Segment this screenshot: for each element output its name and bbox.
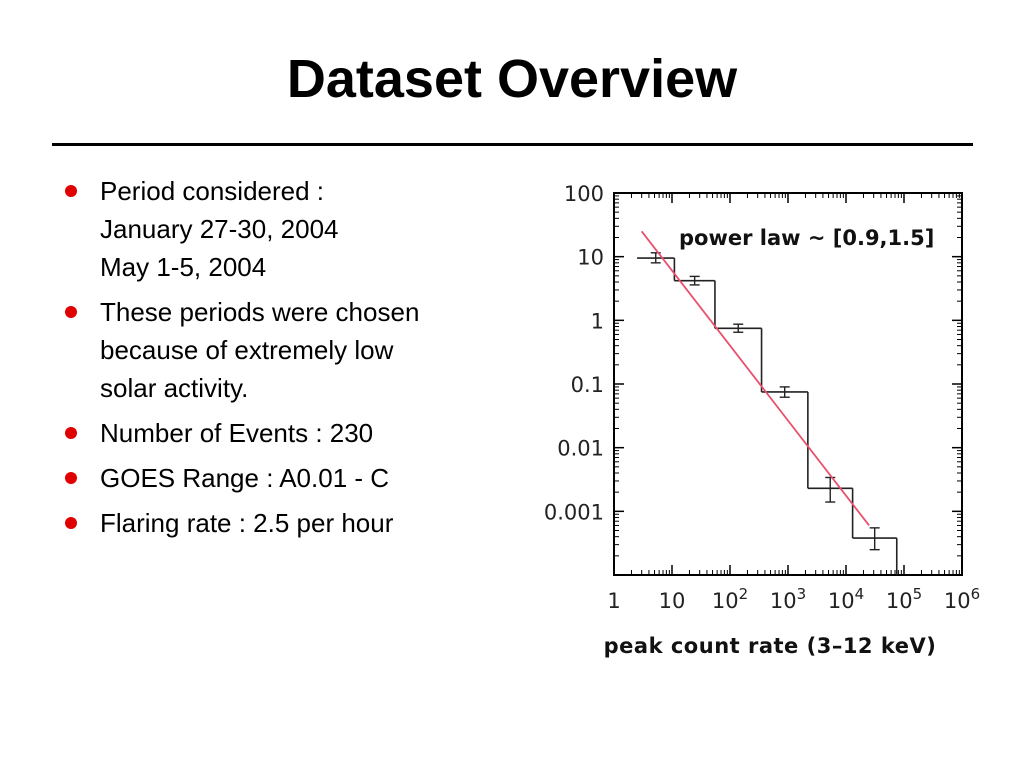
x-tick-exponent: 6: [971, 585, 980, 603]
x-tick-base: 10: [944, 589, 971, 613]
x-tick-label: 1: [607, 589, 620, 613]
bullet-item: GOES Range : A0.01 - C: [62, 459, 502, 497]
title-divider: [52, 143, 973, 146]
x-tick-label: 104: [828, 585, 864, 613]
x-tick-base: 10: [659, 589, 686, 613]
x-tick-base: 1: [607, 589, 620, 613]
x-tick-base: 10: [828, 589, 855, 613]
bullet-text: These periods were chosen: [100, 297, 420, 327]
bullet-text: January 27-30, 2004: [100, 214, 339, 244]
x-tick-label: 10: [659, 589, 686, 613]
bullet-text: Number of Events : 230: [100, 418, 374, 448]
bullet-item: Flaring rate : 2.5 per hour: [62, 504, 502, 542]
x-tick-base: 10: [712, 589, 739, 613]
x-tick-base: 10: [770, 589, 797, 613]
bullet-text: Period considered :: [100, 176, 325, 206]
bullet-list: Period considered : January 27-30, 2004 Ma…: [62, 172, 502, 549]
x-tick-label: 106: [944, 585, 980, 613]
x-tick-exponent: 5: [913, 585, 923, 603]
bullet-dot-icon: [65, 185, 77, 197]
x-axis-label: peak count rate (3–12 keV): [604, 634, 937, 658]
x-tick-exponent: 2: [739, 585, 749, 603]
x-tick-exponent: 3: [797, 585, 807, 603]
plot-frame: [613, 192, 963, 576]
bullet-text: Flaring rate : 2.5 per hour: [100, 508, 394, 538]
power-law-fit-line: [640, 230, 870, 527]
bullet-dot-icon: [65, 306, 77, 318]
histogram-bin: [714, 323, 763, 392]
bullet-text: solar activity.: [100, 373, 249, 403]
x-tick-label: 102: [712, 585, 748, 613]
bullet-dot-icon: [65, 427, 77, 439]
x-tick-label: 103: [770, 585, 806, 613]
y-tick-label: 0.001: [544, 500, 604, 524]
y-tick-label: 10: [577, 246, 604, 270]
y-tick-label: 1: [591, 309, 604, 333]
bullet-item: Period considered : January 27-30, 2004 Ma…: [62, 172, 502, 286]
y-tick-label: 0.01: [557, 437, 604, 461]
histogram-bin: [637, 252, 676, 281]
histogram-bin: [852, 527, 898, 575]
bullet-item: These periods were chosen because of extr…: [62, 293, 502, 407]
y-tick-label: 100: [564, 182, 604, 206]
slide-title: Dataset Overview: [286, 49, 738, 109]
bullet-item: Number of Events : 230: [62, 414, 502, 452]
histogram-bin: [807, 476, 854, 539]
bullet-text: May 1-5, 2004: [100, 252, 267, 282]
bullet-text: GOES Range : A0.01 - C: [100, 463, 390, 493]
histogram-bin: [761, 386, 809, 489]
bullet-dot-icon: [65, 517, 77, 529]
x-tick-exponent: 4: [855, 585, 865, 603]
histogram-bin: [674, 275, 716, 329]
y-tick-label: 0.1: [571, 373, 604, 397]
power-law-annotation: power law ~ [0.9,1.5]: [679, 226, 934, 250]
x-tick-label: 105: [886, 585, 922, 613]
x-tick-base: 10: [886, 589, 913, 613]
bullet-text: because of extremely low: [100, 335, 394, 365]
bullet-dot-icon: [65, 472, 77, 484]
